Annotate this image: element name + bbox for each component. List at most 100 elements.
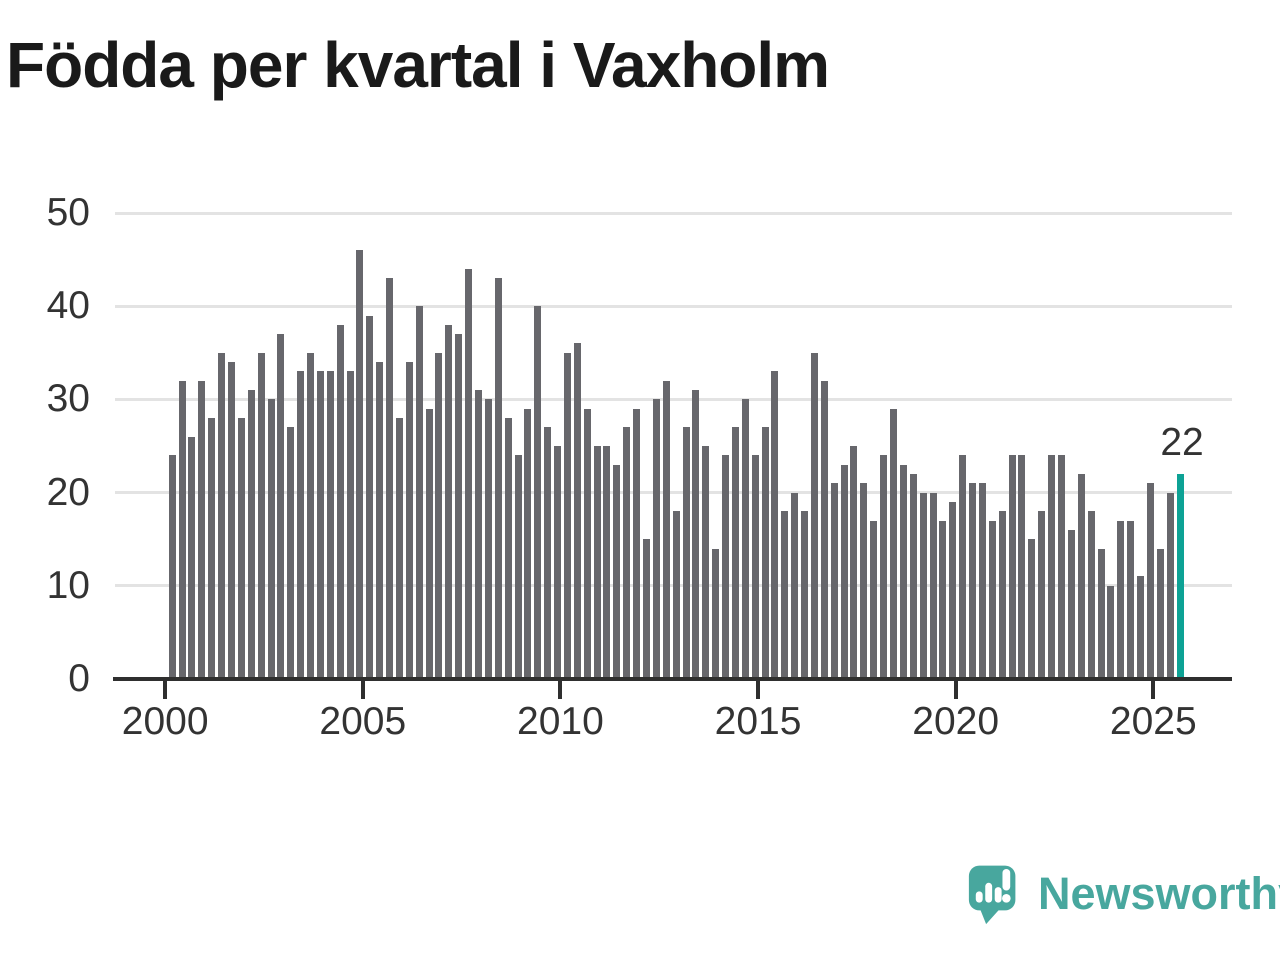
bar (504, 418, 512, 679)
bar (346, 371, 354, 679)
bar (1107, 585, 1115, 679)
bar (198, 380, 206, 679)
x-axis-label: 2010 (517, 700, 604, 743)
bar (415, 306, 423, 679)
bar (227, 362, 235, 679)
bar (484, 399, 492, 679)
y-axis-label: 10 (46, 563, 90, 607)
bar (247, 390, 255, 679)
bar (731, 427, 739, 679)
bar (1077, 473, 1085, 679)
bar (1008, 455, 1016, 679)
bar (395, 418, 403, 679)
x-axis-label: 2020 (912, 700, 1000, 743)
bar (978, 483, 986, 679)
bar (287, 427, 295, 679)
bar (524, 408, 532, 679)
bar (218, 352, 226, 679)
bar (534, 306, 542, 679)
y-axis-label: 40 (46, 284, 90, 328)
highlight-value-annotation: 22 (1160, 420, 1204, 464)
bar (939, 520, 947, 679)
bar (1028, 539, 1036, 679)
bar (771, 371, 779, 679)
bar (1038, 511, 1046, 679)
bar (257, 352, 265, 679)
bar (1146, 483, 1154, 679)
bar (316, 371, 324, 679)
bar (682, 427, 690, 679)
x-axis-tick (756, 679, 761, 699)
bar (583, 408, 591, 679)
newsworthy-logo-text: Newsworthy (1038, 868, 1280, 919)
gridline-30 (115, 397, 1232, 401)
x-axis-label: 2025 (1109, 700, 1197, 743)
bar (998, 511, 1006, 679)
bar (1156, 548, 1164, 679)
bar (356, 250, 364, 679)
bar (208, 418, 216, 679)
bar (267, 399, 275, 679)
bar (702, 446, 710, 679)
gridline-40 (115, 304, 1232, 308)
bar (603, 446, 611, 679)
bar (1018, 455, 1026, 679)
bar (326, 371, 334, 679)
x-axis-tick (558, 679, 563, 699)
bar (1127, 520, 1135, 679)
bar (959, 455, 967, 679)
bar (830, 483, 838, 679)
x-axis-tick (163, 679, 168, 699)
bar (672, 511, 680, 679)
bar (613, 464, 621, 679)
bar (801, 511, 809, 679)
x-axis-label: 2005 (319, 700, 407, 743)
bar (277, 334, 285, 679)
bar-highlighted (1176, 473, 1184, 679)
y-axis-label: 20 (46, 470, 90, 514)
x-axis-line (113, 677, 1232, 681)
bar (870, 520, 878, 679)
bar (791, 492, 799, 679)
bar (662, 380, 670, 679)
bar (188, 436, 196, 679)
bar (840, 464, 848, 679)
bar (890, 408, 897, 679)
bar (880, 455, 888, 679)
gridline-50 (115, 211, 1232, 215)
gridline-20 (115, 491, 1232, 495)
bar (751, 455, 759, 679)
bar (573, 343, 581, 679)
bar (909, 473, 917, 679)
bar (297, 371, 305, 679)
bar (1048, 455, 1056, 679)
bar (1067, 529, 1075, 679)
bar (642, 539, 650, 679)
bar (652, 399, 660, 679)
y-axis-label: 0 (68, 657, 90, 700)
bar (475, 390, 482, 679)
bar (544, 427, 552, 679)
bar (919, 492, 927, 679)
bar (307, 352, 315, 679)
bar (692, 390, 700, 679)
newsworthy-logo: Newsworthy (962, 860, 1280, 928)
bar (1097, 548, 1105, 679)
bar (781, 511, 789, 679)
bar (899, 464, 907, 679)
bar (386, 278, 394, 679)
bar (1137, 576, 1145, 679)
bar (623, 427, 631, 679)
bar (425, 408, 433, 679)
bar (405, 362, 413, 679)
bar (850, 446, 858, 679)
bar (633, 408, 641, 679)
bar (554, 446, 562, 679)
bar (237, 418, 245, 679)
bar (741, 399, 749, 679)
bar (1166, 492, 1174, 679)
bar (1057, 455, 1065, 679)
x-axis-label: 2000 (121, 700, 209, 743)
y-axis-label: 50 (46, 191, 90, 234)
